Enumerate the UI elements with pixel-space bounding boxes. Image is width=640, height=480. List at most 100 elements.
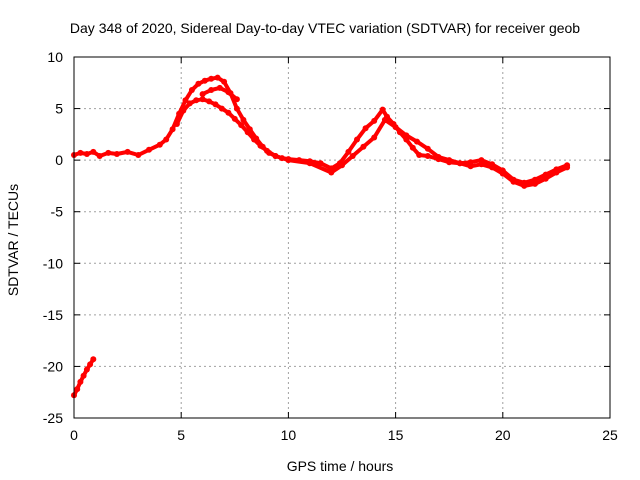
data-point (80, 372, 87, 379)
data-point (499, 170, 506, 177)
data-point (87, 361, 94, 368)
data-point (416, 152, 423, 158)
data-point (542, 175, 549, 182)
data-point (285, 157, 292, 164)
data-point (371, 117, 378, 124)
x-tick-label: 25 (602, 427, 618, 443)
data-point (553, 169, 560, 176)
data-point (510, 178, 517, 185)
data-point (564, 164, 571, 171)
data-point (225, 89, 232, 96)
data-point (240, 116, 247, 123)
data-point (124, 148, 131, 155)
data-point (206, 98, 213, 105)
data-point (169, 126, 176, 133)
data-point (113, 151, 120, 157)
data-point (264, 147, 270, 154)
data-point (354, 136, 360, 143)
data-point (180, 107, 187, 114)
y-tick-label: -25 (43, 410, 63, 426)
data-point (214, 74, 221, 81)
data-point (195, 80, 202, 87)
data-point (238, 122, 245, 129)
data-point (257, 142, 264, 149)
y-tick-label: -10 (43, 255, 63, 271)
data-point (231, 115, 238, 122)
data-point (208, 87, 215, 93)
data-point (349, 153, 356, 159)
data-layer (71, 74, 571, 399)
data-point (381, 116, 388, 123)
data-point (233, 96, 240, 103)
x-tick-label: 20 (495, 427, 511, 443)
y-tick-label: 0 (55, 152, 63, 168)
data-point (90, 356, 97, 363)
y-tick-label: 5 (55, 101, 63, 117)
data-point (251, 136, 258, 143)
data-point (362, 125, 369, 132)
data-point (193, 97, 200, 104)
data-point (317, 160, 324, 167)
data-point (96, 153, 103, 159)
data-point (414, 138, 420, 145)
chart-title: Day 348 of 2020, Sidereal Day-to-day VTE… (70, 20, 580, 36)
data-point (77, 149, 84, 156)
data-point (446, 157, 453, 164)
data-point (489, 164, 496, 171)
data-point (521, 182, 528, 189)
data-point (345, 148, 352, 155)
x-tick-label: 10 (281, 427, 297, 443)
x-tick-label: 15 (388, 427, 404, 443)
data-point (272, 153, 279, 159)
data-point (146, 146, 152, 153)
data-point (467, 163, 474, 170)
data-point (339, 162, 345, 169)
x-tick-label: 5 (177, 427, 185, 443)
y-tick-label: 10 (47, 49, 63, 65)
grid-layer (74, 57, 610, 418)
data-point (212, 101, 219, 108)
data-point (216, 84, 223, 91)
data-point (156, 141, 163, 148)
data-point (186, 100, 193, 107)
data-point (218, 105, 225, 112)
data-point (244, 129, 251, 136)
tick-layer: 0 5 10 15 20 25 -25 -20 -15 -10 -5 0 5 10 (43, 49, 618, 443)
data-point (306, 160, 313, 167)
data-point (163, 136, 170, 143)
data-point (456, 160, 463, 167)
data-point (360, 143, 367, 150)
x-tick-label: 0 (70, 427, 78, 443)
y-tick-label: -5 (51, 204, 64, 220)
data-point (74, 386, 81, 393)
data-point (379, 106, 386, 113)
data-point (467, 159, 474, 166)
data-point (403, 132, 410, 139)
data-point (478, 157, 485, 164)
data-point (221, 78, 228, 85)
data-point (199, 91, 206, 98)
data-point (392, 124, 399, 131)
data-point (225, 109, 232, 116)
data-point (328, 169, 335, 176)
data-point (424, 145, 431, 152)
data-point (199, 96, 206, 103)
data-point (105, 149, 112, 156)
data-point (435, 154, 442, 160)
data-point (77, 378, 84, 385)
data-point (83, 151, 90, 157)
data-point (201, 77, 208, 84)
data-point (478, 161, 485, 168)
data-point (532, 180, 538, 187)
data-point (233, 105, 240, 112)
data-point (173, 121, 180, 127)
x-axis-title: GPS time / hours (287, 458, 394, 474)
y-axis-title: SDTVAR / TECUs (5, 184, 21, 296)
data-point (135, 152, 142, 158)
data-point (182, 97, 189, 104)
plot-frame (73, 56, 611, 419)
data-point (409, 144, 416, 151)
data-point (90, 148, 97, 155)
data-point (371, 134, 378, 141)
